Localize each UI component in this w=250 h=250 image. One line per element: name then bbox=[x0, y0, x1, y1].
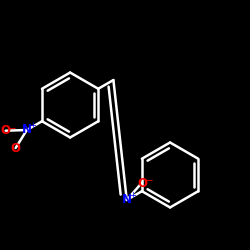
Text: −: − bbox=[145, 176, 152, 184]
Text: O: O bbox=[137, 176, 147, 190]
Text: N: N bbox=[22, 124, 32, 136]
Text: +: + bbox=[30, 122, 36, 130]
Text: O: O bbox=[10, 142, 20, 154]
Text: +: + bbox=[130, 191, 136, 200]
Text: O: O bbox=[1, 124, 11, 137]
Text: −: − bbox=[8, 123, 15, 132]
Text: N: N bbox=[122, 194, 132, 206]
